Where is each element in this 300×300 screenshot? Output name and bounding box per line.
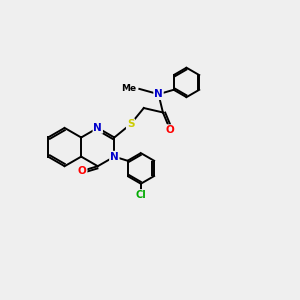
Text: Me: Me xyxy=(121,84,136,93)
Text: N: N xyxy=(110,152,119,162)
Text: N: N xyxy=(154,89,163,99)
Text: S: S xyxy=(127,119,134,129)
Text: O: O xyxy=(166,125,175,135)
Text: Cl: Cl xyxy=(136,190,146,200)
Text: N: N xyxy=(93,123,102,133)
Text: O: O xyxy=(78,166,87,176)
